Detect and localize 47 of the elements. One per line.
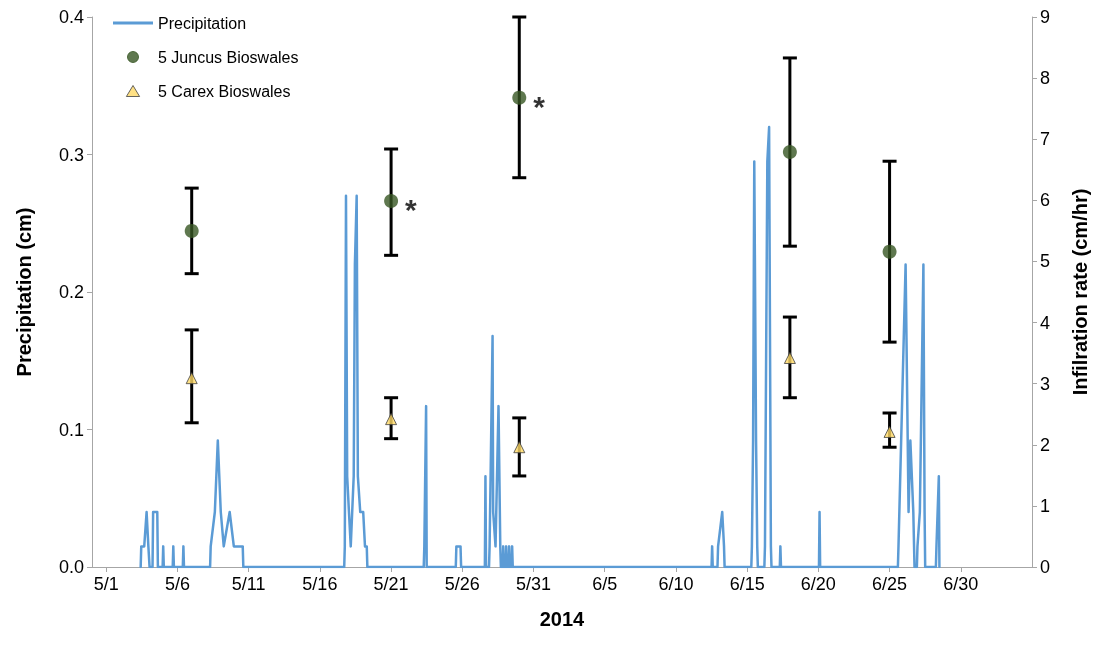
legend-label: Precipitation xyxy=(158,14,247,32)
y2-tick-label: 7 xyxy=(1040,129,1051,150)
x-tick-label: 5/31 xyxy=(515,574,552,594)
x-tick-label: 6/5 xyxy=(592,574,618,594)
y2-tick-label: 1 xyxy=(1040,495,1051,516)
point xyxy=(882,244,897,259)
y2-tick-label: 5 xyxy=(1040,251,1051,272)
point xyxy=(883,425,896,438)
legend-label: 5 Juncus Bioswales xyxy=(158,48,299,66)
y-tick-label: 0.4 xyxy=(58,7,84,27)
x-tick-label: 5/6 xyxy=(164,574,190,594)
x-tick-label: 5/11 xyxy=(231,574,266,594)
point xyxy=(783,352,796,364)
y2-axis-title: Infilration rate (cm/hr) xyxy=(1069,188,1091,396)
y2-tick-label: 0 xyxy=(1040,557,1051,577)
x-tick-label: 5/1 xyxy=(93,574,119,594)
y2-tick-label: 8 xyxy=(1040,68,1051,89)
y-tick-label: 0.2 xyxy=(58,282,84,302)
y-tick-label: 0.0 xyxy=(58,557,84,577)
y-axis-title: Precipitation (cm) xyxy=(13,207,35,377)
x-axis-title: 2014 xyxy=(539,608,586,630)
y2-tick-label: 3 xyxy=(1040,373,1051,394)
point xyxy=(384,193,399,208)
x-tick-label: 6/25 xyxy=(872,574,908,594)
y-tick-label: 0.3 xyxy=(58,144,84,165)
point xyxy=(185,372,198,385)
x-tick-label: 5/16 xyxy=(302,574,338,594)
annotation: * xyxy=(405,192,418,226)
line-series xyxy=(139,125,941,569)
annotation: * xyxy=(533,89,546,123)
x-tick-label: 6/20 xyxy=(800,574,836,594)
point xyxy=(513,441,526,454)
y-tick-label: 0.1 xyxy=(58,419,84,440)
x-tick-label: 6/10 xyxy=(658,574,694,594)
x-tick-label: 5/26 xyxy=(444,574,480,594)
y2-tick-label: 9 xyxy=(1040,7,1051,27)
y2-tick-label: 4 xyxy=(1040,312,1051,333)
point xyxy=(184,223,199,238)
y2-tick-label: 2 xyxy=(1040,434,1051,455)
point xyxy=(782,145,797,160)
x-tick-label: 5/21 xyxy=(373,574,409,594)
point xyxy=(512,90,527,105)
x-tick-label: 6/30 xyxy=(943,574,979,594)
point xyxy=(385,413,398,426)
x-tick-label: 6/15 xyxy=(729,574,765,594)
y2-tick-label: 6 xyxy=(1040,190,1051,211)
legend-label: 5 Carex Bioswales xyxy=(158,82,291,100)
